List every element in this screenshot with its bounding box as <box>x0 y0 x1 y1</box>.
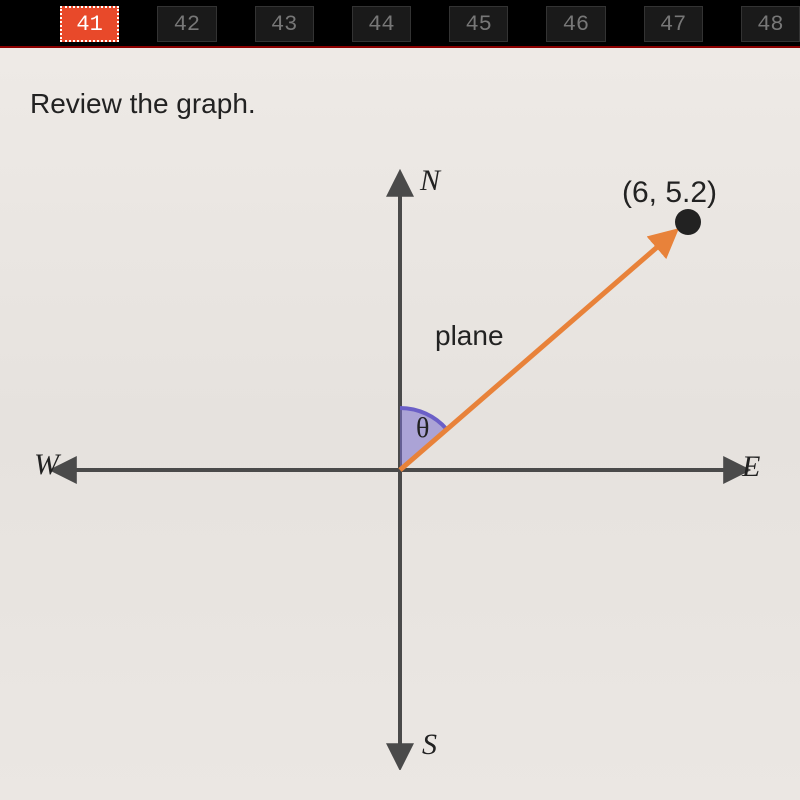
question-tab-47[interactable]: 47 <box>644 6 703 42</box>
question-tab-48[interactable]: 48 <box>741 6 800 42</box>
question-tab-bar: 41 42 43 44 45 46 47 48 <box>0 0 800 48</box>
question-tab-44[interactable]: 44 <box>352 6 411 42</box>
vector-label-plane: plane <box>435 320 504 352</box>
plane-vector <box>400 236 670 470</box>
axis-label-south: S <box>422 728 437 762</box>
question-tab-45[interactable]: 45 <box>449 6 508 42</box>
question-tab-46[interactable]: 46 <box>546 6 605 42</box>
question-content: Review the graph. N S E <box>0 48 800 800</box>
question-tab-42[interactable]: 42 <box>157 6 216 42</box>
vector-endpoint <box>675 209 701 235</box>
axis-label-east: E <box>742 450 760 484</box>
axis-label-north: N <box>420 164 440 198</box>
question-tab-41[interactable]: 41 <box>60 6 119 42</box>
question-tab-43[interactable]: 43 <box>255 6 314 42</box>
angle-label-theta: θ <box>416 413 429 445</box>
prompt-text: Review the graph. <box>30 88 770 120</box>
axis-label-west: W <box>34 448 59 482</box>
graph-svg <box>30 130 770 770</box>
point-label: (6, 5.2) <box>622 176 717 210</box>
compass-graph: N S E W plane θ (6, 5.2) <box>30 130 770 770</box>
